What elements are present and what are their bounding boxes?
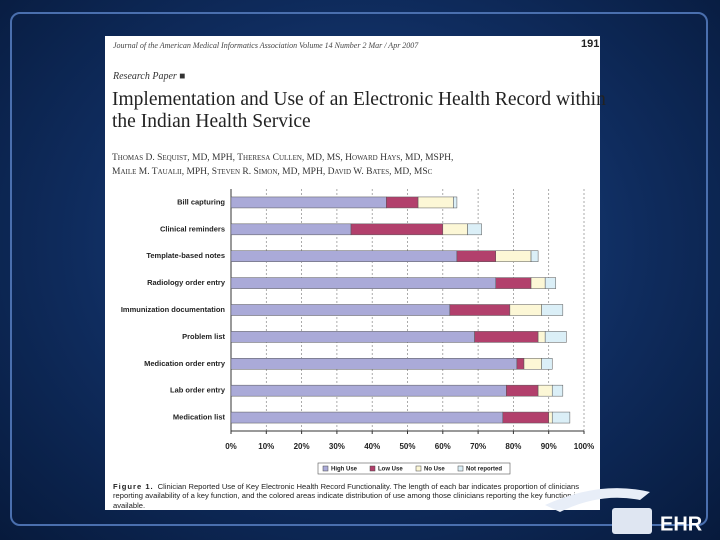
bar-segment (230, 196, 387, 209)
authors: Thomas D. Sequist, MD, MPH, Theresa Cull… (112, 153, 454, 163)
y-tick-label: Immunization documentation (121, 305, 226, 314)
bar-segment (467, 223, 482, 236)
y-tick-label: Lab order entry (170, 386, 226, 395)
legend-swatch (322, 465, 329, 472)
legend-label: No Use (424, 467, 445, 473)
bar-segment (506, 384, 539, 397)
bar-segment (530, 277, 546, 289)
legend-swatch (457, 465, 464, 472)
bar-segment (523, 358, 542, 370)
authors: Maile M. Taualii, MPH, Steven R. Simon, … (112, 167, 433, 177)
y-tick-label: Template-based notes (146, 251, 225, 260)
y-tick-label: Clinical reminders (160, 224, 225, 233)
x-tick-label: 70% (470, 442, 486, 451)
x-tick-label: 60% (435, 442, 451, 451)
bar-segment (230, 411, 504, 424)
figure-caption: Figure 1. Clinician Reported Use of Key E… (113, 482, 593, 510)
bar-segment (230, 223, 352, 236)
bar-segment (548, 411, 553, 424)
y-tick-label: Bill capturing (177, 197, 225, 206)
bar-segment (453, 196, 458, 209)
logo-text: EHR (660, 513, 703, 535)
bar-segment (537, 384, 553, 397)
legend-label: High Use (331, 467, 358, 473)
legend-label: Not reported (466, 467, 502, 473)
bar-segment (544, 277, 557, 289)
x-tick-label: 30% (329, 442, 345, 451)
x-tick-label: 50% (399, 442, 415, 451)
bar-segment (541, 304, 564, 316)
bar-segment (230, 331, 475, 343)
y-tick-label: Medication order entry (144, 359, 226, 368)
figure-label: Figure 1. (113, 482, 154, 491)
legend-swatch (415, 465, 422, 472)
x-tick-label: 90% (541, 442, 557, 451)
frame (10, 12, 708, 526)
bar-segment (541, 358, 553, 370)
bar-segment (386, 196, 419, 209)
bar-segment (474, 331, 539, 343)
bar-segment (456, 250, 497, 262)
x-tick-label: 10% (258, 442, 274, 451)
bar-segment (544, 331, 567, 343)
bar-segment (537, 331, 546, 343)
bar-segment (230, 277, 496, 289)
x-tick-label: 0% (225, 442, 237, 451)
bar-segment (230, 384, 507, 397)
journal-line: Journal of the American Medical Informat… (113, 41, 419, 50)
bar-segment (230, 304, 451, 316)
paper-title: the Indian Health Service (112, 111, 311, 132)
paper-title: Implementation and Use of an Electronic … (112, 89, 606, 110)
x-tick-label: 80% (505, 442, 521, 451)
bar-segment (502, 411, 549, 424)
bar-segment (495, 277, 532, 289)
bar-segment (495, 250, 532, 262)
page-number: 191 (581, 38, 600, 50)
bar-segment (509, 304, 542, 316)
bar-segment (230, 358, 518, 370)
logo-block (612, 508, 652, 534)
logo-swoosh (545, 488, 650, 512)
caption-text: Clinician Reported Use of Key Electronic… (113, 482, 580, 510)
bar-segment (530, 250, 539, 262)
bar-segment (350, 223, 444, 236)
section-label: Research Paper ■ (113, 71, 186, 82)
bar-segment (449, 304, 511, 316)
bar-segment (442, 223, 468, 236)
legend-label: Low Use (378, 467, 403, 473)
x-tick-label: 100% (574, 442, 594, 451)
legend-swatch (369, 465, 376, 472)
bar-segment (551, 384, 564, 397)
bar-segment (516, 358, 525, 370)
bar-segment (230, 250, 458, 262)
section-text: Research Paper (113, 71, 177, 82)
y-tick-label: Medication list (173, 413, 226, 422)
x-tick-label: 20% (294, 442, 310, 451)
bar-segment (551, 411, 571, 424)
legend-box (317, 462, 511, 475)
bar-segment (417, 196, 454, 209)
y-tick-label: Radiology order entry (147, 278, 226, 287)
y-tick-label: Problem list (182, 332, 225, 341)
x-tick-label: 40% (364, 442, 380, 451)
